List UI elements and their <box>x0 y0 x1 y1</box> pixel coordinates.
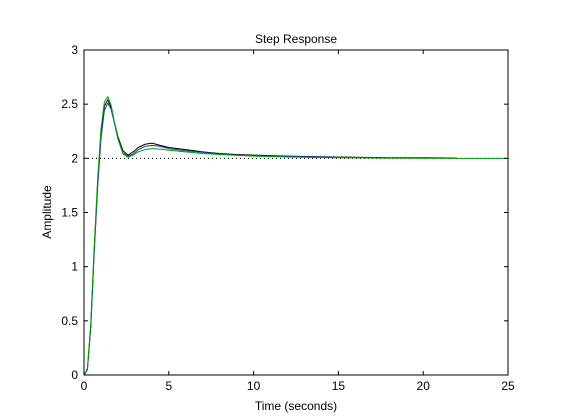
plot-box <box>83 49 509 376</box>
y-tick-label: 0.5 <box>61 314 78 328</box>
series-line-3 <box>83 96 508 376</box>
x-axis-label: Time (seconds) <box>255 399 337 413</box>
x-tick-label: 25 <box>501 379 515 393</box>
y-tick-label: 3 <box>71 43 78 57</box>
series-line-2 <box>83 102 458 376</box>
y-tick-label: 2 <box>71 151 78 165</box>
x-tick-label: 15 <box>332 379 346 393</box>
y-tick-label: 0 <box>71 368 78 382</box>
y-axis-label: Amplitude <box>40 185 54 239</box>
chart-title: Step Response <box>255 32 337 46</box>
series-line-1 <box>83 99 458 376</box>
series-layer <box>83 96 508 376</box>
y-tick-label: 1.5 <box>61 206 78 220</box>
y-axis-ticks: 0 0.5 1 1.5 2 2.5 3 <box>61 43 508 382</box>
x-tick-label: 5 <box>165 379 172 393</box>
y-tick-label: 2.5 <box>61 97 78 111</box>
x-tick-label: 0 <box>81 379 88 393</box>
y-tick-label: 1 <box>71 260 78 274</box>
x-tick-label: 10 <box>247 379 261 393</box>
x-axis-ticks: 0 5 10 15 20 25 <box>81 50 515 393</box>
x-tick-label: 20 <box>417 379 431 393</box>
